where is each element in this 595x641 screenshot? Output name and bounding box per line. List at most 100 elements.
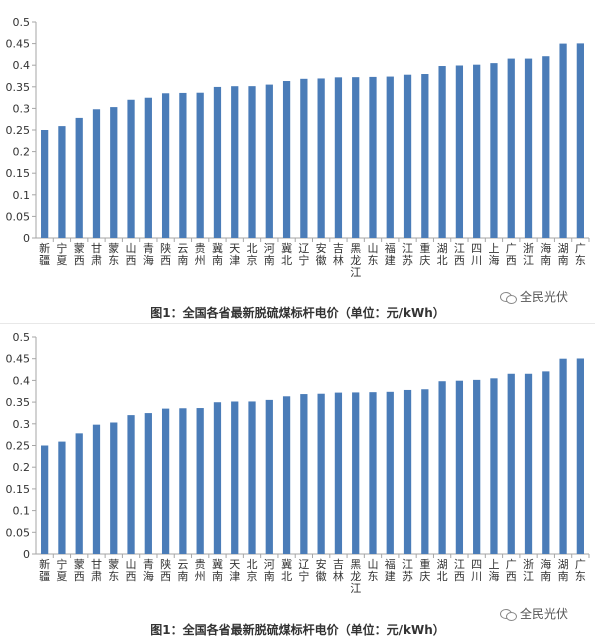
y-tick-label: 0 <box>23 232 30 245</box>
y-tick-label: 0.05 <box>6 210 31 223</box>
x-tick-label: 吉林 <box>333 558 344 583</box>
bar <box>403 389 412 554</box>
bar <box>282 81 291 238</box>
bar <box>317 78 325 238</box>
bar <box>334 77 343 238</box>
x-tick-label: 蒙东 <box>108 242 119 267</box>
bar <box>179 408 187 554</box>
y-tick-label: 0.3 <box>13 418 31 431</box>
watermark-text: 全民光伏 <box>520 290 569 304</box>
x-tick-label: 冀北 <box>281 241 292 267</box>
bar <box>161 93 170 238</box>
x-tick-label: 四川 <box>471 242 482 267</box>
y-tick-label: 0 <box>23 548 30 561</box>
y-tick-label: 0.45 <box>6 353 31 366</box>
bar <box>282 396 291 554</box>
bar <box>231 401 239 554</box>
bar <box>421 74 429 238</box>
x-tick-label: 四川 <box>471 558 482 583</box>
bar <box>58 441 66 554</box>
x-tick-label: 海南 <box>540 241 551 267</box>
bar <box>386 76 394 238</box>
x-tick-label: 江西 <box>454 558 465 583</box>
bar <box>438 381 446 554</box>
bar <box>473 379 481 554</box>
bar <box>352 392 360 554</box>
bar <box>542 371 550 554</box>
x-tick-label: 青海 <box>143 558 154 583</box>
x-tick-label: 山西 <box>126 242 137 267</box>
x-tick-label: 广西 <box>506 558 517 583</box>
y-tick-label: 0.4 <box>13 59 31 72</box>
x-tick-label: 陕西 <box>160 241 171 267</box>
bar <box>41 130 49 238</box>
y-tick-label: 0.25 <box>6 440 31 453</box>
bar <box>576 43 584 238</box>
x-tick-label: 山东 <box>367 242 378 267</box>
x-tick-label: 冀南 <box>212 557 223 583</box>
y-tick-label: 0.1 <box>13 189 31 202</box>
bar <box>144 413 152 554</box>
x-tick-label: 吉林 <box>333 242 344 267</box>
x-tick-label: 冀北 <box>281 557 292 583</box>
bar <box>127 415 135 554</box>
x-tick-label: 河南 <box>264 558 275 583</box>
bar <box>369 392 377 554</box>
bar <box>524 58 533 239</box>
bar <box>265 84 273 238</box>
bar <box>455 380 464 554</box>
x-tick-label: 宁夏 <box>56 241 67 267</box>
x-tick-label: 江苏 <box>402 558 413 583</box>
bar <box>559 358 567 554</box>
x-tick-label: 黑龙江 <box>350 242 361 279</box>
y-tick-label: 0.5 <box>13 16 31 29</box>
panel-divider <box>0 323 595 324</box>
y-tick-label: 0.45 <box>6 38 31 51</box>
bar <box>300 78 308 238</box>
y-tick-label: 0.35 <box>6 396 31 409</box>
y-tick-label: 0.35 <box>6 81 31 94</box>
bar <box>524 373 533 554</box>
x-tick-label: 云南 <box>177 242 188 267</box>
bar <box>369 76 377 239</box>
bar <box>248 401 256 554</box>
y-tick-label: 0.2 <box>13 146 31 159</box>
x-tick-label: 宁夏 <box>56 557 67 583</box>
bar <box>41 445 49 554</box>
x-tick-label: 甘肃 <box>91 558 102 583</box>
wechat-icon <box>500 607 517 621</box>
x-tick-label: 重庆 <box>419 557 430 583</box>
x-tick-label: 山东 <box>367 558 378 583</box>
bar <box>473 64 481 238</box>
x-tick-label: 安徽 <box>316 557 327 583</box>
chart-caption: 图1：全国各省最新脱硫煤标杆电价（单位：元/kWh） <box>150 623 445 637</box>
x-tick-label: 陕西 <box>160 557 171 583</box>
bar <box>196 92 204 238</box>
bar <box>576 358 584 554</box>
x-tick-label: 湖北 <box>437 242 448 267</box>
watermark: 全民光伏 <box>500 605 568 622</box>
bar <box>58 126 66 238</box>
bar <box>507 58 515 239</box>
x-tick-label: 重庆 <box>419 241 430 267</box>
y-tick-label: 0.15 <box>6 167 31 180</box>
x-tick-label: 福建 <box>385 241 396 267</box>
bar <box>213 86 222 239</box>
x-tick-label: 上海 <box>488 558 499 583</box>
y-tick-label: 0.3 <box>13 102 31 115</box>
x-tick-label: 蒙西 <box>74 242 85 267</box>
x-tick-label: 江苏 <box>402 242 413 267</box>
x-tick-label: 海南 <box>540 557 551 583</box>
x-tick-label: 新疆 <box>39 241 50 267</box>
bar <box>455 65 464 238</box>
x-tick-label: 辽宁 <box>298 242 309 267</box>
watermark: 全民光伏 <box>500 288 568 305</box>
bar-chart-bottom: 0 0.05 0.1 0.15 0.2 0.25 0.3 0.35 0.4 0.45 0.5 新疆宁夏… <box>6 331 590 595</box>
x-tick-label: 湖南 <box>558 242 569 267</box>
x-tick-label: 甘肃 <box>91 242 102 267</box>
bar <box>490 63 498 238</box>
x-tick-label: 贵州 <box>195 558 206 583</box>
chart-panel-bottom: 0 0.05 0.1 0.15 0.2 0.25 0.3 0.35 0.4 0.45 0.5 新疆 宁夏… <box>0 325 595 641</box>
bar <box>334 392 343 554</box>
bar <box>490 378 498 554</box>
